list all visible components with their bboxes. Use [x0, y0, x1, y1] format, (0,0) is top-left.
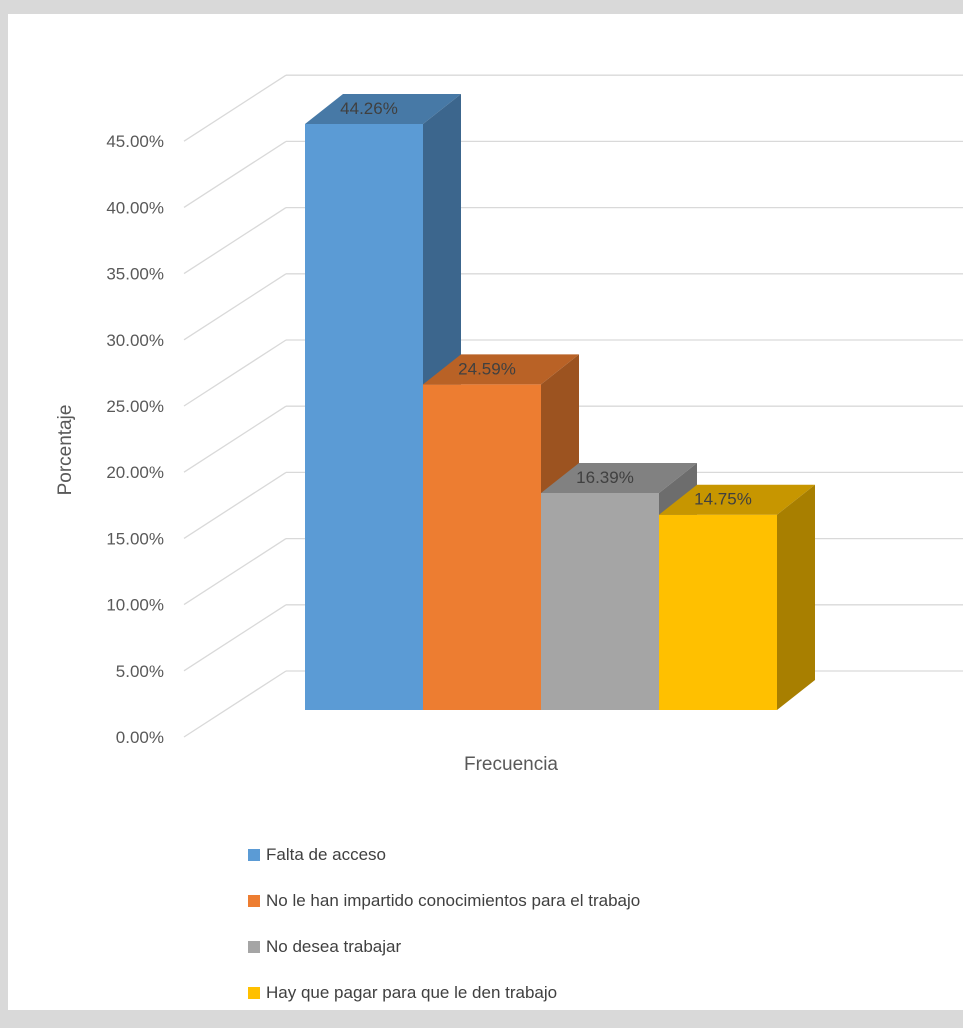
y-tick-label: 35.00% [106, 265, 164, 284]
data-label: 24.59% [458, 359, 516, 378]
y-tick-label: 40.00% [106, 198, 164, 217]
bar-top [423, 354, 579, 385]
legend-label: Falta de acceso [266, 845, 387, 864]
bar-1 [305, 93, 461, 710]
bar-4 [659, 484, 815, 710]
bar-front [423, 384, 541, 710]
legend-item: No desea trabajar [248, 936, 640, 958]
y-tick-label: 20.00% [106, 463, 164, 482]
legend-swatch [248, 987, 260, 999]
legend-label: No desea trabajar [266, 937, 402, 956]
legend-swatch [248, 849, 260, 861]
y-tick-label: 30.00% [106, 331, 164, 350]
y-tick-label: 10.00% [106, 596, 164, 615]
gridline-side [183, 471, 287, 539]
data-label: 16.39% [576, 468, 634, 487]
legend-swatch [248, 941, 260, 953]
legend-label: No le han impartido conocimientos para e… [266, 891, 641, 910]
gridline-side [183, 538, 287, 606]
bars [305, 93, 815, 710]
y-axis-title: Porcentaje [55, 405, 76, 496]
y-axis-ticks: 0.00% 5.00% 10.00% 15.00% 20.00% 25.00% 30.00%… [106, 132, 164, 747]
bar-top [659, 484, 815, 515]
bar-2 [423, 354, 579, 710]
bar-front [659, 514, 777, 710]
y-tick-label: 5.00% [116, 662, 164, 681]
data-label: 44.26% [340, 99, 398, 118]
gridline-side [183, 140, 287, 208]
gridline-side [183, 74, 287, 142]
y-tick-label: 25.00% [106, 397, 164, 416]
gridline-side [183, 670, 287, 738]
legend: Falta de acceso No le han impartido conoc… [248, 844, 640, 1028]
legend-label: Hay que pagar para que le den trabajo [266, 983, 558, 1002]
chart-plot: 0.00% 5.00% 10.00% 15.00% 20.00% 25.00% 30.00%… [55, 74, 963, 775]
gridline-side [183, 405, 287, 473]
x-axis-title: Frecuencia [464, 754, 558, 775]
bar-front [541, 492, 659, 710]
legend-swatch [248, 895, 260, 907]
bar-side [777, 484, 815, 710]
legend-item: Falta de acceso [248, 844, 640, 866]
y-tick-label: 45.00% [106, 132, 164, 151]
gridline-side [183, 207, 287, 275]
bar-top [541, 462, 697, 493]
legend-item: Hay que pagar para que le den trabajo [248, 982, 640, 1004]
bar-top [305, 93, 461, 124]
chart-card: 0.00% 5.00% 10.00% 15.00% 20.00% 25.00% 30.00%… [8, 14, 963, 1010]
bar-front [305, 123, 423, 710]
y-tick-label: 0.00% [116, 728, 164, 747]
data-label: 14.75% [694, 490, 752, 509]
gridline-side [183, 273, 287, 341]
data-labels: 44.26% 24.59% 16.39% 14.75% [340, 99, 752, 509]
legend-item: No le han impartido conocimientos para e… [248, 890, 640, 912]
y-tick-label: 15.00% [106, 529, 164, 548]
gridline-side [183, 339, 287, 407]
gridline-side [183, 604, 287, 672]
